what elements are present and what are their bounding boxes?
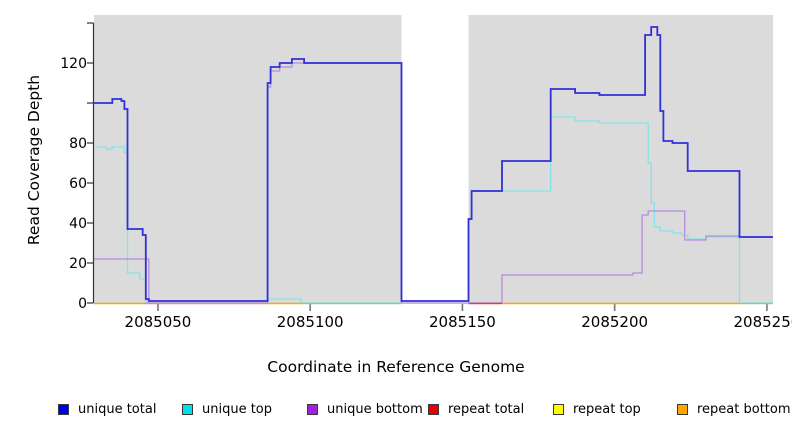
y-tick-label: 40 bbox=[69, 216, 87, 232]
legend-item-repeat-bottom: repeat bottom bbox=[677, 399, 791, 419]
legend-swatch-icon bbox=[182, 403, 193, 415]
y-tick-label: 0 bbox=[78, 296, 87, 312]
y-axis-title: Read Coverage Depth bbox=[25, 74, 43, 246]
legend-swatch-icon bbox=[58, 403, 69, 415]
y-tick-label: 60 bbox=[69, 176, 87, 192]
series-unique-bottom bbox=[94, 62, 773, 304]
legend-item-unique-top: unique top bbox=[182, 399, 272, 419]
y-tick-label: 80 bbox=[69, 136, 87, 152]
legend-item-repeat-top: repeat top bbox=[553, 399, 641, 419]
legend-swatch-icon bbox=[553, 403, 564, 415]
y-tick-label: 20 bbox=[69, 256, 87, 272]
legend-swatch-icon bbox=[677, 403, 688, 415]
legend-label: unique top bbox=[202, 401, 273, 417]
legend-label: unique total bbox=[78, 401, 157, 417]
no-data-gap bbox=[401, 15, 469, 303]
legend-swatch-icon bbox=[307, 403, 318, 415]
x-tick-label: 2085100 bbox=[277, 313, 344, 331]
legend-label: unique bottom bbox=[327, 401, 423, 417]
legend-swatch-icon bbox=[428, 403, 439, 415]
legend-item-unique-total: unique total bbox=[58, 399, 156, 419]
y-tick-label: 120 bbox=[60, 56, 87, 72]
series-unique-total bbox=[94, 26, 773, 302]
x-tick-label: 2085250 bbox=[734, 313, 792, 331]
legend-label: repeat top bbox=[573, 401, 641, 417]
legend-label: repeat total bbox=[448, 401, 525, 417]
legend-item-unique-bottom: unique bottom bbox=[307, 399, 423, 419]
x-tick-label: 2085200 bbox=[581, 313, 648, 331]
legend: unique total unique top unique bottom repea… bbox=[0, 399, 792, 421]
x-axis-title: Coordinate in Reference Genome bbox=[267, 358, 525, 376]
x-tick-label: 2085150 bbox=[429, 313, 496, 331]
legend-item-repeat-total: repeat total bbox=[428, 399, 524, 419]
x-tick-label: 2085050 bbox=[125, 313, 192, 331]
legend-label: repeat bottom bbox=[697, 401, 791, 417]
